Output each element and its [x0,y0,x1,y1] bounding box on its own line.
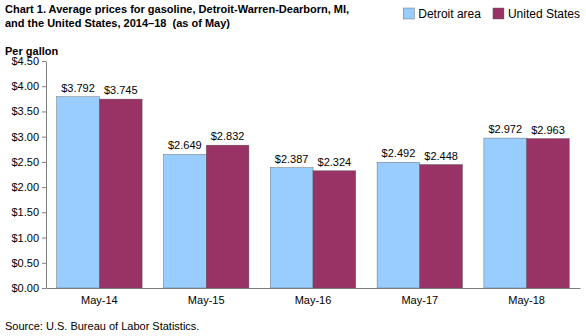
bar [270,168,313,288]
x-tick: May-15 [188,294,225,306]
data-label: $2.963 [531,124,565,136]
x-tick: May-18 [508,294,545,306]
bar [206,145,249,288]
y-tick-mark [42,263,46,264]
y-axis-label: Per gallon [5,45,58,57]
data-label: $2.832 [211,130,245,142]
data-label: $2.492 [382,147,416,159]
data-label: $3.745 [104,84,138,96]
y-tick-mark [42,111,46,112]
chart-container: Chart 1. Average prices for gasoline, De… [0,0,586,336]
bar [377,162,420,288]
y-tick: $2.50 [11,156,46,168]
y-tick-mark [42,162,46,163]
y-tick: $3.50 [11,105,46,117]
legend-label: United States [508,7,580,21]
y-tick-mark [42,61,46,62]
legend-swatch [403,8,414,19]
x-tick-label: May-14 [81,294,118,306]
y-tick-label: $0.00 [11,282,39,294]
y-tick-mark [42,86,46,87]
chart-svg: $3.792 $2.649 $2.387 $2.492 $2.972 $3.745 $2.8… [0,0,586,336]
y-tick: $0.00 [11,282,46,294]
data-label: $2.387 [275,153,309,165]
bar [163,154,206,288]
y-tick-label: $3.50 [11,105,39,117]
y-tick-mark [42,137,46,138]
y-tick-label: $4.00 [11,80,39,92]
y-tick-label: $1.00 [11,232,39,244]
bar [527,139,570,288]
y-tick-label: $2.50 [11,156,39,168]
y-tick: $3.00 [11,131,46,143]
bar [57,97,100,288]
x-tick-label: May-15 [188,294,225,306]
x-tick-label: May-17 [401,294,438,306]
x-axis-line [47,288,581,289]
y-tick-mark [42,187,46,188]
y-tick-mark [42,212,46,213]
chart-title: Chart 1. Average prices for gasoline, De… [5,2,367,30]
data-labels: $3.792 $2.649 $2.387 $2.492 $2.972 $3.745 $2.8… [61,82,565,168]
y-tick: $2.00 [11,181,46,193]
bar [99,99,142,288]
plot-area: $3.792 $2.649 $2.387 $2.492 $2.972 $3.745 $2.8… [11,55,580,306]
y-tick: $1.50 [11,206,46,218]
bar [420,165,463,288]
legend-label: Detroit area [418,7,481,21]
legend-item: Detroit area [403,7,481,21]
y-tick-mark [42,238,46,239]
y-tick-label: $2.00 [11,181,39,193]
x-tick-label: May-16 [295,294,332,306]
data-label: $2.649 [168,139,202,151]
bar [313,171,356,288]
y-tick-label: $3.00 [11,131,39,143]
legend-item: United States [493,7,580,21]
x-tick: May-17 [401,294,438,306]
x-tick: May-16 [295,294,332,306]
y-axis-line [46,62,47,289]
x-tick-label: May-18 [508,294,545,306]
y-tick-label: $1.50 [11,206,39,218]
data-label: $2.324 [318,156,352,168]
y-tick-label: $0.50 [11,257,39,269]
legend: Detroit area United States [403,7,580,21]
data-label: $2.448 [424,150,458,162]
source-note: Source: U.S. Bureau of Labor Statistics. [5,320,199,332]
y-tick: $1.00 [11,232,46,244]
x-axis: May-14 May-15 May-16 May-17 May-18 [47,289,581,306]
y-tick-mark [42,288,46,289]
data-label: $2.972 [488,123,522,135]
y-tick: $0.50 [11,257,46,269]
legend-swatch [493,8,504,19]
y-axis: $0.00 $0.50 $1.00 $1.50 $2.00 $2.50 $3.00 $3.50… [11,55,46,294]
x-tick: May-14 [81,294,118,306]
bars [57,97,570,288]
y-tick: $4.00 [11,80,46,92]
bar [484,138,527,288]
data-label: $3.792 [61,82,95,94]
